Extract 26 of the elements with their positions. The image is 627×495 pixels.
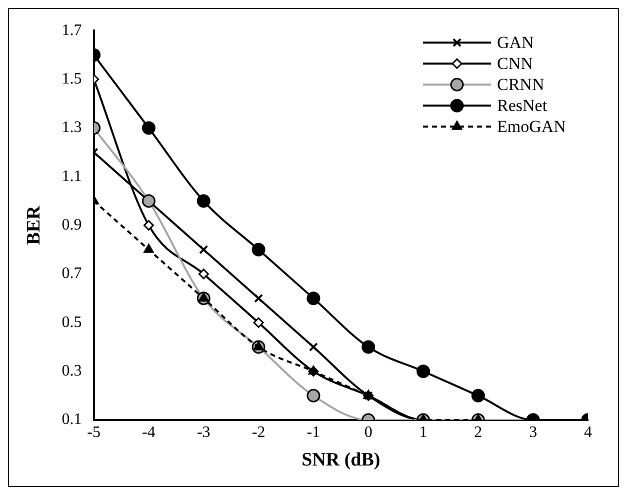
y-tick-label: 0.5 [62,314,82,331]
x-tick-label: 0 [364,424,372,441]
x-tick-label: -4 [142,424,156,441]
x-tick-label: -1 [306,424,320,441]
x-tick-label: -2 [252,424,266,441]
y-tick-label: 0.1 [62,411,82,428]
x-tick-label: -3 [196,424,210,441]
x-axis-title: SNR (dB) [302,450,380,471]
y-tick-label: 1.5 [62,70,82,88]
x-tick-label: -5 [87,424,100,441]
y-tick-label: 1.3 [62,119,82,136]
y-tick-label: 1.7 [62,22,82,39]
y-axis-title: BER [23,205,44,245]
x-tick-label: 4 [584,424,592,441]
legend-label: GAN [497,33,534,52]
y-tick-label: 0.9 [62,216,82,234]
legend-label: CNN [497,54,533,74]
legend-label: ResNet [497,96,548,116]
x-tick-label: 3 [529,424,538,441]
legend-label: EmoGAN [497,117,566,136]
legend-label: CRNN [497,75,544,94]
x-tick-label: 1 [419,424,428,441]
y-tick-label: 0.7 [62,265,82,282]
x-tick-label: 2 [474,424,482,441]
y-tick-label: 1.1 [62,168,82,185]
y-tick-label: 0.3 [62,362,82,380]
